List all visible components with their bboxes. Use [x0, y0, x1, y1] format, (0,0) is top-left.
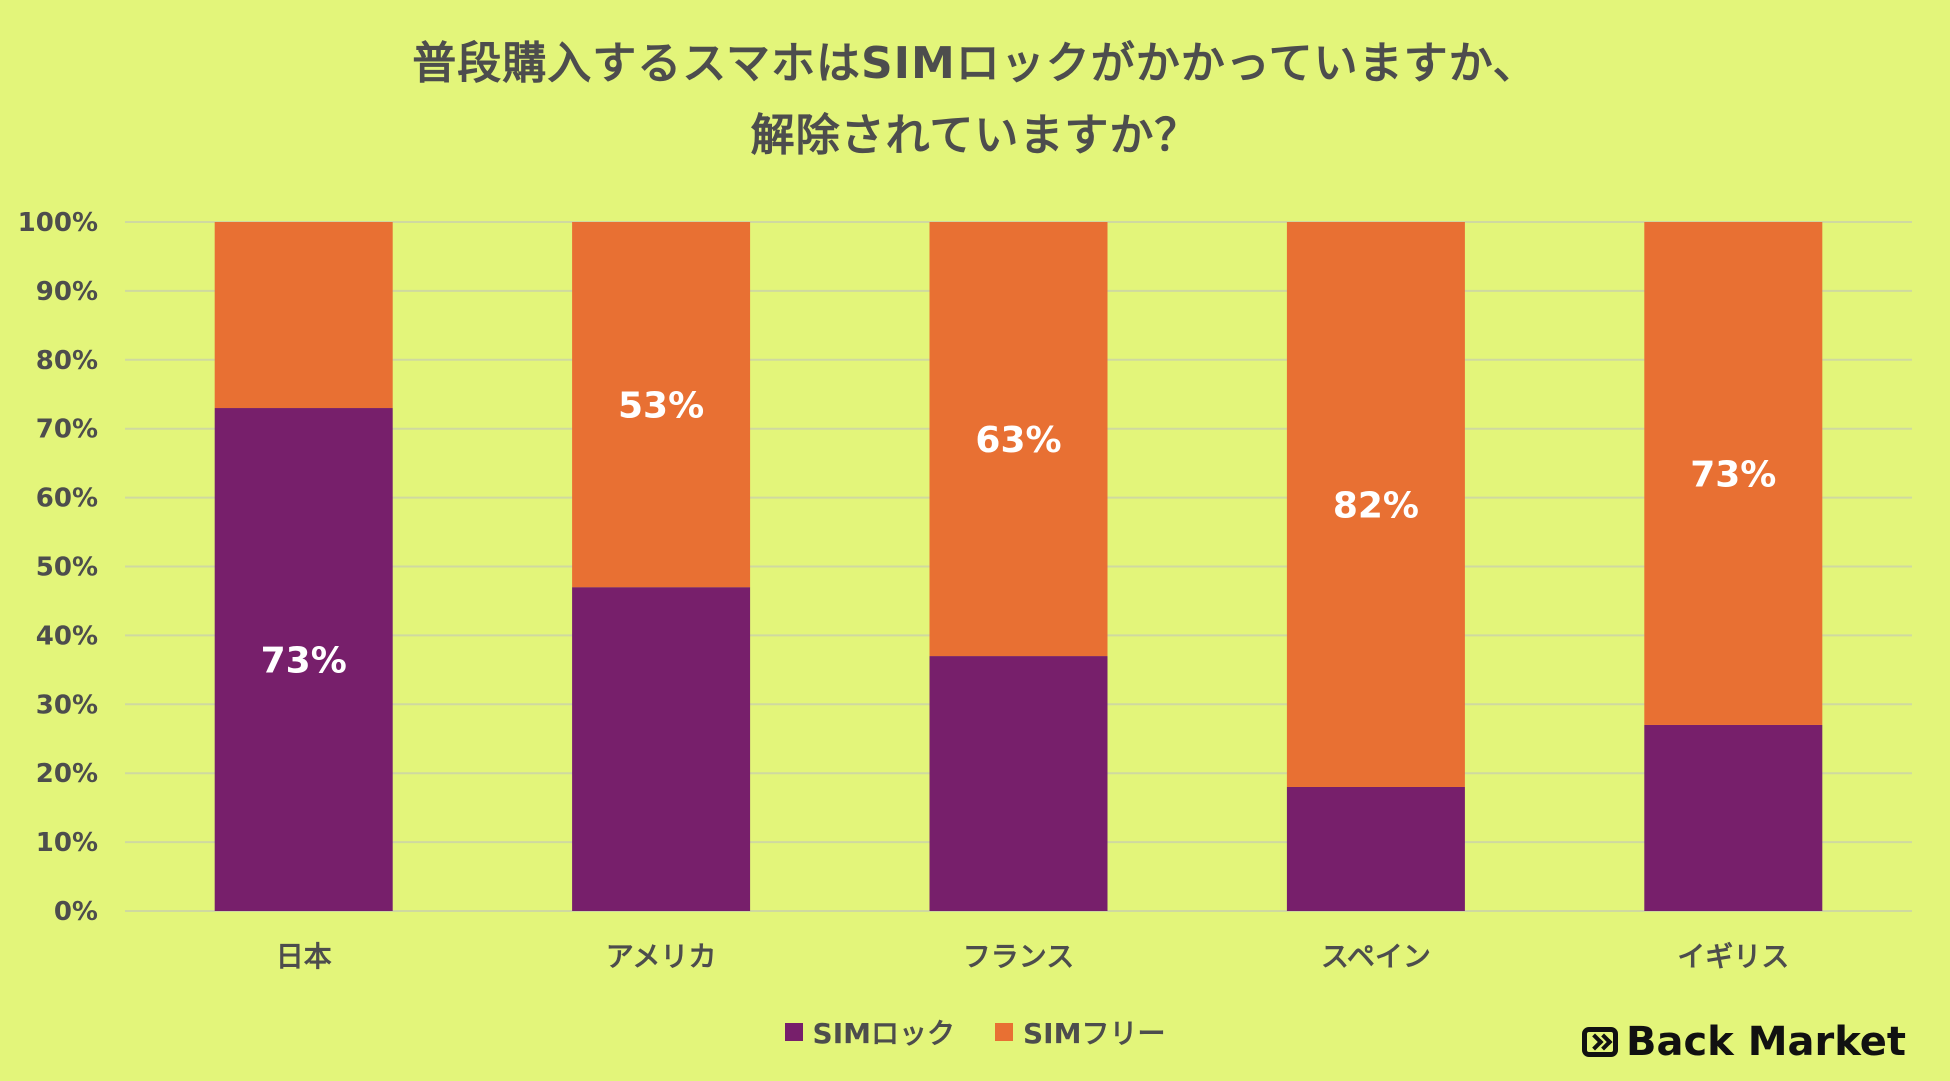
brand-name: Back Market — [1625, 1019, 1906, 1065]
bar-segment — [214, 222, 393, 409]
x-tick-label: イギリス — [1677, 940, 1789, 973]
y-tick-label: 70% — [36, 415, 98, 445]
x-tick-label: 日本 — [276, 940, 332, 973]
chart-title: 普段購入するスマホはSIMロックがかかっていますか、 解除されていますか？ — [0, 28, 1950, 172]
y-tick-label: 10% — [36, 828, 98, 858]
y-tick-label: 0% — [54, 897, 98, 927]
data-label: 73% — [1690, 454, 1776, 495]
x-tick-label: アメリカ — [606, 940, 717, 973]
chart-title-line-1: 普段購入するスマホはSIMロックがかかっていますか、 — [412, 38, 1538, 89]
y-tick-label: 90% — [36, 277, 98, 307]
bar-segment — [1644, 724, 1823, 911]
bar-segment — [572, 222, 751, 588]
y-tick-label: 40% — [36, 621, 98, 651]
data-label: 53% — [618, 386, 704, 427]
bar-segment — [572, 587, 751, 911]
y-tick-label: 20% — [36, 759, 98, 789]
legend-item-sim-free: SIMフリー — [995, 1012, 1165, 1052]
bar-segment — [1286, 222, 1465, 787]
legend-swatch-sim-lock — [784, 1023, 803, 1041]
data-label: 63% — [975, 420, 1061, 461]
legend-item-sim-lock: SIMロック — [784, 1012, 955, 1052]
bar-segment — [1286, 786, 1465, 911]
y-tick-label: 100% — [18, 208, 98, 238]
y-tick-label: 60% — [36, 484, 98, 514]
x-tick-label: スペイン — [1321, 940, 1431, 973]
y-tick-label: 80% — [36, 346, 98, 376]
bar-segment — [1644, 222, 1823, 725]
chart-title-line-2: 解除されていますか？ — [750, 110, 1200, 161]
x-tick-label: フランス — [963, 940, 1074, 973]
legend-label-sim-lock: SIMロック — [812, 1017, 955, 1050]
y-tick-label: 30% — [36, 690, 98, 720]
legend-swatch-sim-free — [995, 1023, 1013, 1041]
legend: SIMロック SIMフリー — [0, 1012, 1950, 1052]
bar-segment — [214, 408, 393, 911]
back-market-logo: Back Market — [1581, 1019, 1906, 1065]
y-tick-label: 50% — [36, 553, 98, 583]
bar-segment — [929, 656, 1108, 911]
data-label: 82% — [1333, 485, 1419, 526]
legend-label-sim-free: SIMフリー — [1023, 1017, 1166, 1050]
data-label: 73% — [261, 641, 347, 682]
bar-segment — [929, 222, 1108, 657]
back-market-logo-icon — [1581, 1027, 1618, 1057]
